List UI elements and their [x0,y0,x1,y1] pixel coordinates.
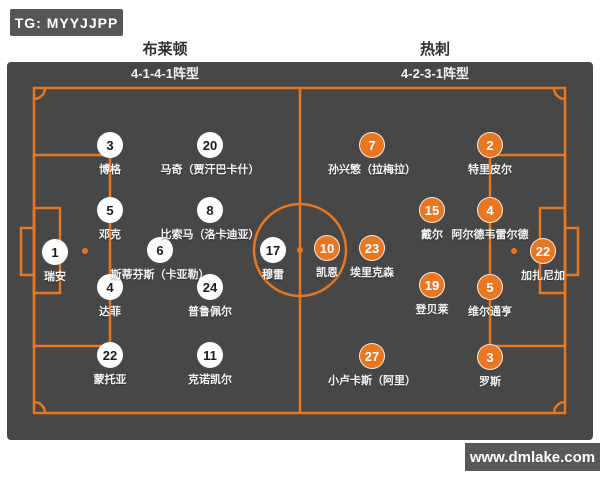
player-name-label: 邓克 [99,229,121,241]
player-name-label: 瑞安 [44,271,66,283]
player-number-badge: 22 [530,238,556,264]
player-marker: 1 瑞安 [0,239,135,284]
formation-label-home: 4-1-4-1阵型 [131,66,199,81]
player-number-badge: 27 [359,343,385,369]
player-number-badge: 22 [97,342,123,368]
player-marker: 23 埃里克森 [292,235,452,280]
team-title-away: 热刺 [419,41,450,58]
player-name-label: 蒙托亚 [93,374,127,386]
player-marker: 4 阿尔德韦雷尔德 [410,197,570,242]
formation-label-away: 4-2-3-1阵型 [401,66,469,81]
player-number-badge: 3 [477,344,503,370]
player-name-label: 登贝莱 [415,304,449,316]
player-marker: 5 维尔通亨 [410,274,570,319]
watermark-badge: www.dmlake.com [465,443,600,471]
player-marker: 24 普鲁佩尔 [130,274,290,319]
penalty-spot-left [82,248,88,254]
player-name-label: 比索马（洛卡迪亚） [160,229,260,241]
player-marker: 6 斯蒂芬斯（卡亚勒） [80,237,240,282]
player-number-badge: 5 [477,274,503,300]
corner-arc-top-left [33,87,47,101]
goal-left [19,226,36,277]
player-name-label: 罗斯 [479,376,501,388]
player-name-label: 孙兴慜（拉梅拉） [328,164,416,176]
player-number-badge: 3 [97,132,123,158]
corner-arc-bottom-right [552,400,566,414]
player-name-label: 普鲁佩尔 [188,306,232,318]
tg-channel-label: TG: MYYJJPP [14,14,119,31]
player-name-label: 凯恩 [316,267,338,279]
center-spot [297,247,303,253]
player-number-badge: 7 [359,132,385,158]
corner-arc-top-right [552,87,566,101]
player-marker: 20 马奇（贾汗巴卡什） [130,132,290,177]
tg-channel-banner: TG: MYYJJPP [10,9,123,36]
player-number-badge: 23 [359,235,385,261]
player-number-badge: 15 [419,197,445,223]
player-number-badge: 2 [477,132,503,158]
player-marker: 17 穆雷 [193,237,353,282]
player-number-badge: 6 [147,237,173,263]
player-marker: 3 博格 [30,132,190,177]
player-marker: 22 加扎尼加 [463,238,600,283]
team-title-home: 布莱顿 [142,41,188,58]
player-marker: 3 罗斯 [410,344,570,389]
player-name-label: 斯蒂芬斯（卡亚勒） [110,269,210,281]
player-number-badge: 4 [97,274,123,300]
player-number-badge: 19 [419,272,445,298]
player-number-badge: 11 [197,342,223,368]
player-name-label: 维尔通亨 [468,306,512,318]
player-number-badge: 20 [197,132,223,158]
player-name-label: 戴尔 [421,229,443,241]
player-number-badge: 10 [314,235,340,261]
player-number-badge: 5 [97,197,123,223]
player-name-label: 达菲 [99,306,121,318]
player-name-label: 小卢卡斯（阿里） [328,375,416,387]
goal-right [563,226,580,277]
watermark-label: www.dmlake.com [469,448,596,466]
player-name-label: 阿尔德韦雷尔德 [451,229,529,241]
player-marker: 27 小卢卡斯（阿里） [292,343,452,388]
pitch-markings [19,86,580,415]
player-marker: 10 凯恩 [247,235,407,280]
center-circle [252,202,348,298]
player-marker: 22 蒙托亚 [30,342,190,387]
player-marker: 2 特里皮尔 [410,132,570,177]
player-number-badge: 8 [197,197,223,223]
player-name-label: 克诺凯尔 [188,374,232,386]
player-marker: 11 克诺凯尔 [130,342,290,387]
player-name-label: 马奇（贾汗巴卡什） [160,164,260,176]
player-marker: 7 孙兴慜（拉梅拉） [292,132,452,177]
player-marker: 8 比索马（洛卡迪亚） [130,197,290,242]
player-number-badge: 1 [42,239,68,265]
player-number-badge: 24 [197,274,223,300]
player-marker: 4 达菲 [30,274,190,319]
corner-arc-bottom-left [33,400,47,414]
player-marker: 5 邓克 [30,197,190,242]
player-name-label: 加扎尼加 [521,270,565,282]
player-number-badge: 17 [260,237,286,263]
penalty-spot-right [511,248,517,254]
player-name-label: 穆雷 [262,269,284,281]
player-name-label: 特里皮尔 [468,164,512,176]
player-marker: 15 戴尔 [352,197,512,242]
player-name-label: 埃里克森 [350,267,394,279]
player-marker: 19 登贝莱 [352,272,512,317]
player-name-label: 博格 [99,164,121,176]
player-number-badge: 4 [477,197,503,223]
